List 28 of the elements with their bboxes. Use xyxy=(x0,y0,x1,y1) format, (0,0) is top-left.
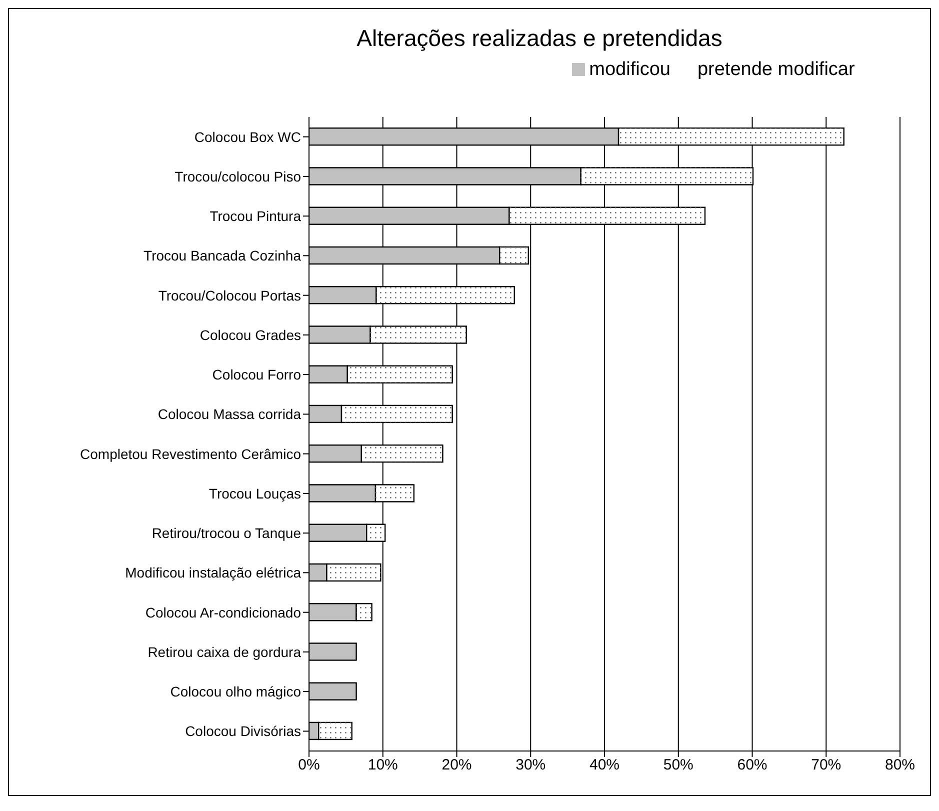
y-tick-label: Trocou Pintura xyxy=(210,208,302,224)
y-tick-label: Trocou Bancada Cozinha xyxy=(144,248,302,264)
x-tick-label: 80% xyxy=(884,756,916,774)
y-tick-label: Completou Revestimento Cerâmico xyxy=(80,446,302,462)
x-tick-label: 10% xyxy=(368,756,398,774)
y-tick-label: Colocou Massa corrida xyxy=(158,406,302,422)
x-tick-label: 30% xyxy=(516,756,546,774)
x-tick-label: 50% xyxy=(663,756,694,774)
y-tick-label: Colocou Grades xyxy=(200,326,301,343)
y-tick-label: Retirou caixa de gordura xyxy=(148,644,302,660)
text: pretende modificar xyxy=(697,59,855,80)
y-tick-label: Trocou/colocou Piso xyxy=(174,168,302,184)
chart-title: Alterações realizadas e pretendidas xyxy=(356,25,724,52)
legend-label: modificou xyxy=(589,59,670,80)
x-tick-label: 20% xyxy=(442,756,472,774)
y-tick-label: Colocou Ar-condicionado xyxy=(145,604,302,620)
y-tick-label: Colocou Forro xyxy=(212,366,302,383)
y-tick-label: Retirou/trocou o Tanque xyxy=(152,525,302,542)
x-tick-label: 40% xyxy=(589,756,620,774)
y-tick-label: Colocou olho mágico xyxy=(170,684,302,700)
y-tick-label: Colocou Divisórias xyxy=(185,723,301,740)
y-tick-label: Trocou Louças xyxy=(208,485,301,502)
y-tick-label: Trocou/Colocou Portas xyxy=(158,287,301,304)
y-tick-label: Modificou instalação elétrica xyxy=(125,564,302,581)
x-tick-label: 70% xyxy=(811,756,842,774)
y-tick-label: Colocou Box WC xyxy=(194,128,301,145)
x-tick-label: 0% xyxy=(298,756,320,774)
x-tick-label: 60% xyxy=(737,756,768,774)
